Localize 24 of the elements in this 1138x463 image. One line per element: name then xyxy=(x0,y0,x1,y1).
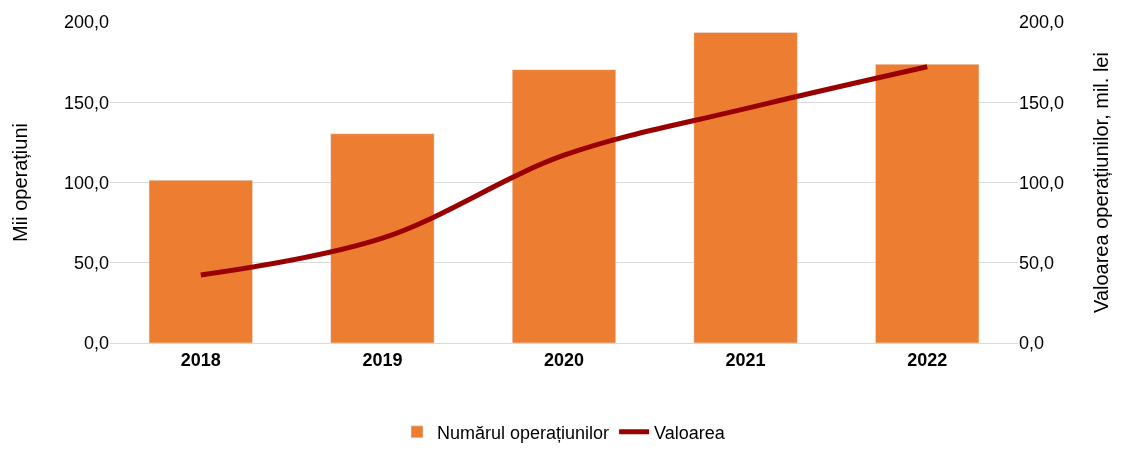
legend-label: Valoarea xyxy=(654,422,726,443)
y2-tick-label: 100,0 xyxy=(1019,172,1065,193)
y-axis-title: Mii operațiuni xyxy=(9,123,32,242)
x-tick-label: 2022 xyxy=(907,349,948,370)
y-tick-label: 100,0 xyxy=(63,172,109,193)
y-tick-label: 0,0 xyxy=(83,333,109,354)
legend-label: Numărul operațiunilor xyxy=(437,422,610,443)
y2-axis-title: Valoarea operațiunilor, mil. lei xyxy=(1089,52,1112,313)
bar xyxy=(875,63,980,343)
bar xyxy=(511,69,617,343)
y-tick-label: 150,0 xyxy=(63,92,109,113)
y-tick-label: 200,0 xyxy=(63,12,109,33)
y2-tick-label: 50,0 xyxy=(1019,253,1055,274)
bar xyxy=(148,180,253,343)
x-tick-label: 2020 xyxy=(543,349,585,370)
x-tick-label: 2019 xyxy=(362,349,403,370)
y2-tick-label: 0,0 xyxy=(1019,333,1045,354)
bar xyxy=(330,133,435,343)
y2-tick-label: 150,0 xyxy=(1019,92,1065,113)
bar xyxy=(693,32,798,343)
x-tick-label: 2018 xyxy=(180,349,221,370)
x-tick-label: 2021 xyxy=(725,349,766,370)
y2-tick-label: 200,0 xyxy=(1019,12,1065,33)
y-tick-label: 50,0 xyxy=(73,253,109,274)
